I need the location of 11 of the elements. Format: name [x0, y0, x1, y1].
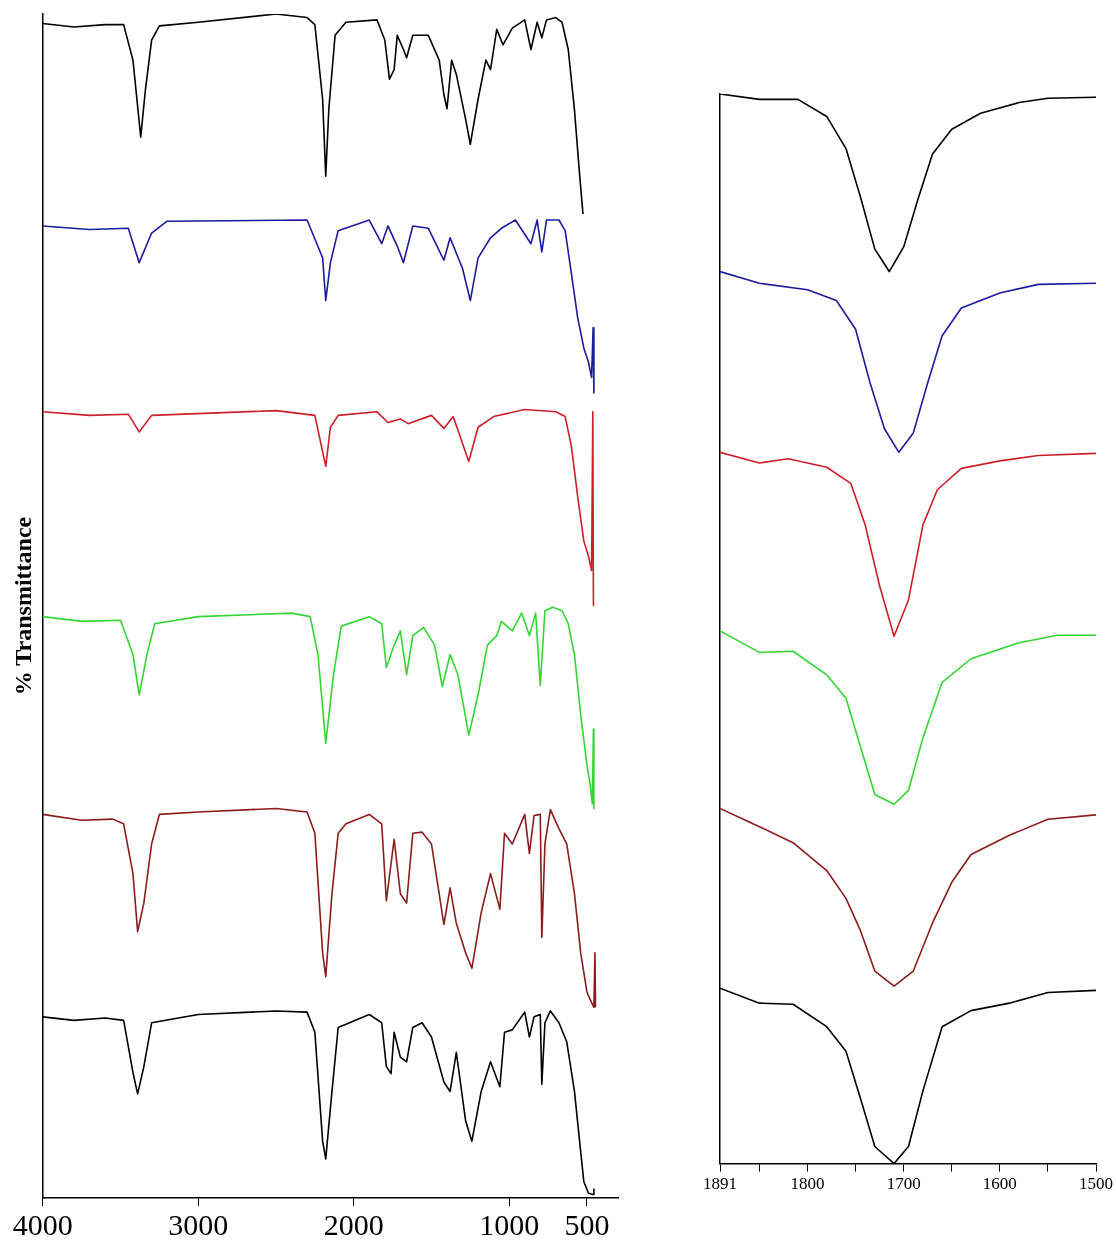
y-axis-title: % Transmittance [9, 516, 36, 696]
x-tick-label: 1500 [1079, 1174, 1113, 1194]
x-tick-label: 2000 [323, 1207, 384, 1241]
x-tick-label: 3000 [168, 1207, 229, 1241]
x-tick-label: 500 [564, 1207, 610, 1241]
x-tick-label: 1600 [982, 1174, 1017, 1194]
x-tick-label: 1000 [479, 1207, 540, 1241]
x-tick-label: 1891 [703, 1174, 737, 1194]
x-tick-label: 1800 [790, 1174, 825, 1194]
x-tick-label: 1700 [886, 1174, 921, 1194]
x-tick-label: 4000 [12, 1207, 73, 1241]
